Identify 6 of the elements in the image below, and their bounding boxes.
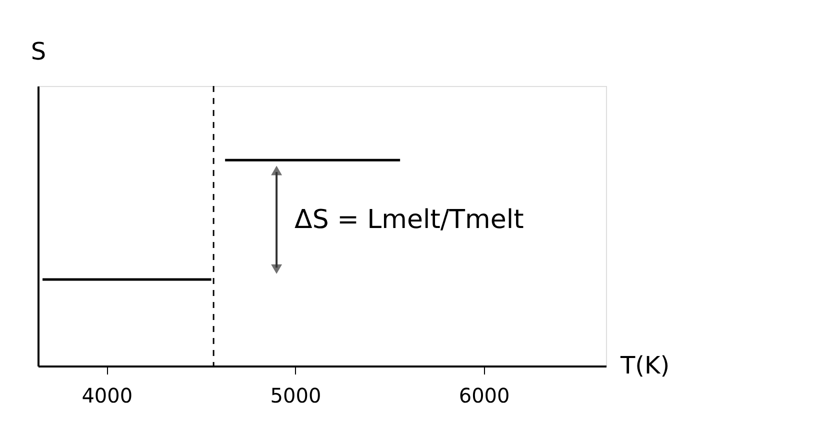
annotation: ΔS = Lmelt/Tmelt [294, 204, 524, 235]
x-axis-title: T(K) [620, 352, 670, 380]
x-tick-label: 4000 [82, 384, 133, 408]
x-tick-label: 5000 [270, 384, 322, 408]
y-axis-title: S [30, 38, 46, 66]
x-tick-label: 6000 [458, 384, 510, 408]
